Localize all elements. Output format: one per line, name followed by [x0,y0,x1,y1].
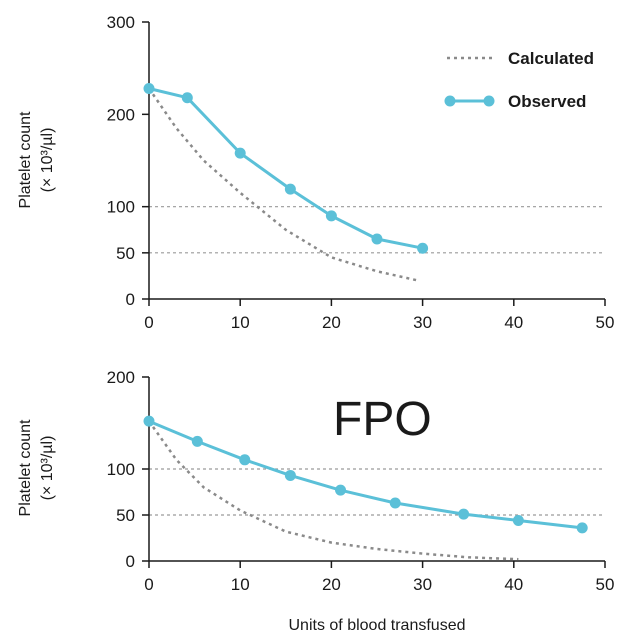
x-tick-label: 10 [231,575,250,594]
series-observed-point [417,242,429,254]
series-observed-point [234,147,246,159]
x-tick-label: 0 [144,313,153,332]
y-tick-label: 50 [116,506,135,525]
series-observed-point [335,484,347,496]
y-tick-label: 200 [107,368,135,387]
y-axis-title: Platelet count (× 10³/µl) [17,111,56,209]
x-tick-label: 20 [322,313,341,332]
legend: Calculated Observed [444,49,594,111]
y-tick-label: 0 [126,290,135,309]
series-observed-point [284,469,296,481]
x-tick-label: 40 [504,575,523,594]
fpo-watermark: FPO [333,393,432,446]
bottom-panel: 0 50 100 200 0 10 20 30 40 50 Platelet count (× 10³… [17,368,614,594]
x-tick-label: 30 [413,575,432,594]
y-tick-label: 100 [107,198,135,217]
y-axis-title-line1: Platelet count [17,111,34,209]
series-observed-point [371,233,383,245]
series-observed-point [576,522,588,534]
series-observed-point [191,435,203,447]
x-tick-label: 30 [413,313,432,332]
y-tick-label: 200 [107,105,135,124]
series-observed-point [389,497,401,509]
series-observed-point [181,92,193,104]
legend-calculated-label: Calculated [508,49,594,68]
y-tick-label: 300 [107,13,135,32]
y-axis-title-line1: Platelet count [17,419,34,517]
series-observed-line [148,87,423,250]
y-tick-label: 0 [126,552,135,571]
legend-observed-marker-right [483,95,495,107]
series-observed-point [143,415,155,427]
series-observed-point [325,210,337,222]
series-calculated-line [147,87,419,282]
y-axis-title: Platelet count (× 10³/µl) [17,419,56,517]
series-calculated-line [147,420,519,561]
series-observed-point [143,82,155,94]
series-observed-point [458,508,470,520]
x-tick-label: 50 [596,313,615,332]
x-tick-label: 40 [504,313,523,332]
x-tick-label: 10 [231,313,250,332]
y-tick-label: 50 [116,244,135,263]
legend-observed-marker-left [444,95,456,107]
top-panel: 0 50 100 200 300 0 10 20 30 40 50 Platelet count (× … [17,13,614,332]
series-observed-point [284,183,296,195]
y-axis-title-line2: (× 10³/µl) [39,128,56,193]
series-observed-point [512,515,524,527]
y-tick-label: 100 [107,460,135,479]
legend-observed-label: Observed [508,92,586,111]
x-tick-label: 20 [322,575,341,594]
x-axis-title: Units of blood transfused [289,617,466,634]
x-tick-label: 50 [596,575,615,594]
series-observed-point [239,454,251,466]
x-tick-label: 0 [144,575,153,594]
y-axis-title-line2: (× 10³/µl) [39,436,56,501]
